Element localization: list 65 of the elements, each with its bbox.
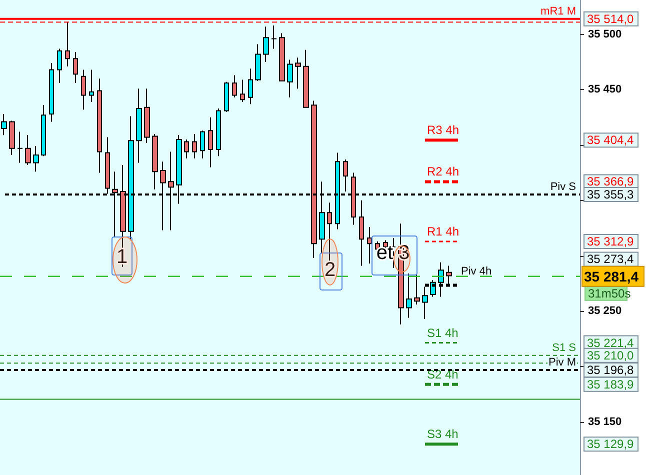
ref-line-label: Piv S (550, 181, 576, 194)
candlestick (271, 24, 277, 50)
candlestick (367, 226, 372, 264)
ref-line-label: Piv 4h (461, 266, 492, 278)
candlestick (208, 116, 213, 168)
text: 35 312,9 (587, 234, 634, 248)
candlestick (57, 48, 62, 84)
candlestick (414, 274, 420, 305)
candlestick (73, 52, 78, 84)
candlestick (216, 108, 221, 157)
text: 35 210,0 (587, 348, 634, 362)
text: 35 404,4 (587, 133, 634, 148)
candlestick (343, 158, 348, 192)
candlestick (406, 272, 412, 318)
candlestick (136, 88, 142, 164)
candlestick (89, 69, 94, 102)
ref-line-label: S3 4h (427, 427, 458, 442)
y-tick-label: 35 500 (588, 28, 622, 40)
candlestick (224, 81, 229, 112)
text: 35 183,9 (587, 377, 634, 392)
candlestick (1, 114, 7, 136)
text: 35 196,8 (587, 363, 634, 378)
candlestick (41, 104, 46, 157)
text: 35 514,0 (587, 12, 634, 26)
candlestick (49, 62, 54, 122)
candlestick (359, 200, 364, 266)
annotation: 2 (324, 259, 336, 281)
ref-line-label: Piv M (548, 356, 576, 369)
candlestick (263, 26, 269, 63)
ref-line-label: mR1 M (540, 5, 576, 18)
candlestick (255, 44, 261, 82)
candlestick (152, 133, 158, 190)
candlestick (97, 78, 102, 174)
ref-line-label: R3 4h (427, 123, 460, 138)
candlestick (17, 131, 23, 164)
text: 35 221,4 (587, 336, 634, 350)
y-tick-label: 35 450 (588, 84, 622, 96)
candlestick (9, 120, 15, 156)
candlestick (279, 32, 285, 82)
candlestick (248, 68, 253, 105)
candlestick (192, 133, 197, 159)
y-tick-label: 35 150 (588, 416, 622, 428)
text: 35 366,9 (587, 174, 634, 189)
ref-line-label: R1 4h (427, 224, 460, 238)
candlestick (33, 146, 39, 172)
candlestick (81, 69, 86, 110)
candlestick (303, 49, 309, 108)
candlestick (287, 59, 293, 98)
text: 35 273,4 (587, 252, 634, 266)
text: 35 129,9 (587, 437, 634, 452)
ref-line-label: S1 S (552, 342, 576, 354)
candlestick (65, 22, 70, 67)
candlestick (240, 79, 245, 102)
candlestick (422, 286, 428, 320)
y-tick-label: 35 250 (588, 305, 622, 318)
text: 35 281,4 (584, 268, 639, 284)
ref-line-label: R2 4h (427, 164, 460, 179)
candlestick (232, 74, 237, 98)
text: 35 355,3 (587, 188, 634, 202)
ref-line-label: S1 4h (427, 326, 458, 340)
candlestick (144, 88, 150, 144)
candlestick (200, 130, 205, 159)
candlestick (184, 139, 189, 159)
candlestick (295, 57, 301, 90)
candlestick (25, 134, 31, 166)
